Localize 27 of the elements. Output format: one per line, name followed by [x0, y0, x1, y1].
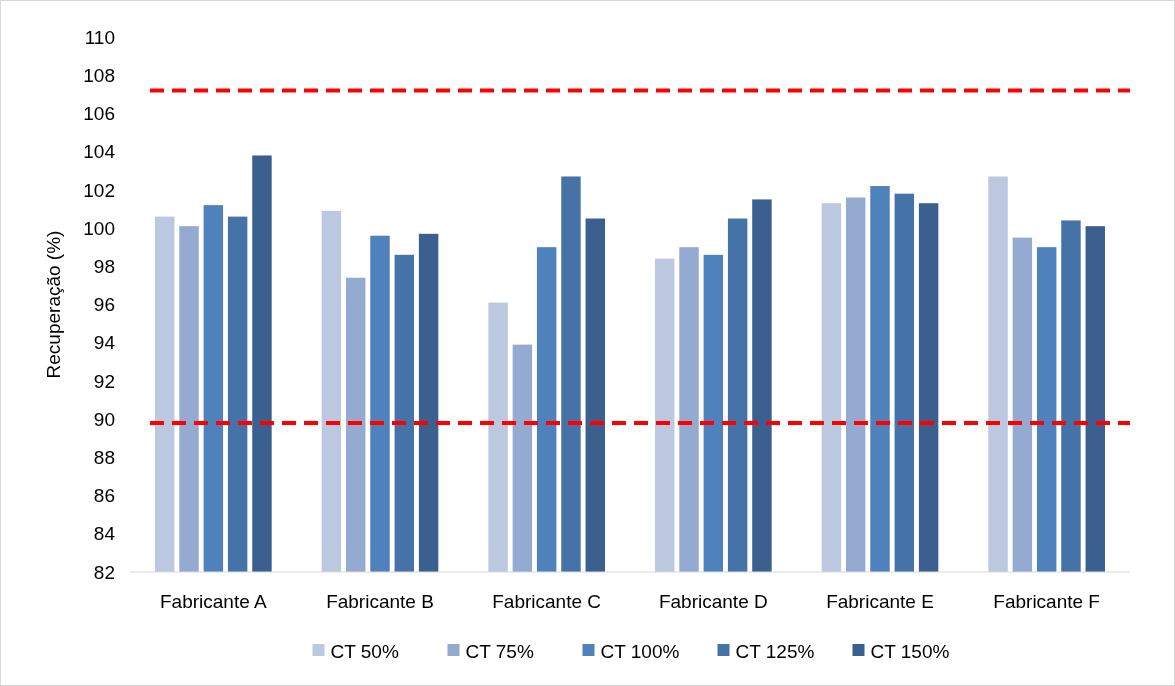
y-tick-label: 82 [93, 561, 115, 583]
y-tick-label: 84 [93, 523, 116, 545]
y-tick-label: 106 [83, 103, 115, 125]
x-tick-label: Fabricante E [826, 591, 934, 612]
legend-label: CT 50% [330, 640, 399, 662]
y-tick-label: 96 [93, 294, 115, 316]
legend-label: CT 75% [465, 640, 534, 662]
x-tick-label: Fabricante B [326, 591, 434, 612]
x-tick-label: Fabricante C [492, 591, 602, 612]
y-tick-label: 110 [84, 26, 115, 48]
legend-label: CT 100% [600, 640, 680, 662]
y-tick-label: 100 [83, 217, 115, 239]
x-tick-label: Fabricante D [658, 591, 768, 612]
x-tick-label: Fabricante F [993, 591, 1100, 612]
y-tick-label: 88 [93, 447, 115, 469]
y-tick-label: 104 [83, 141, 116, 163]
y-tick-label: 86 [93, 485, 115, 507]
y-tick-label: 108 [83, 64, 115, 86]
y-tick-label: 102 [83, 179, 115, 201]
y-tick-label: 92 [93, 370, 115, 392]
y-tick-label: 98 [93, 255, 115, 277]
y-tick-label: 90 [93, 408, 115, 430]
y-axis-title: Recuperação (%) [43, 230, 64, 379]
x-tick-label: Fabricante A [160, 591, 267, 612]
y-tick-label: 94 [93, 332, 116, 354]
legend-label: CT 125% [735, 640, 815, 662]
legend-label: CT 150% [870, 640, 950, 662]
